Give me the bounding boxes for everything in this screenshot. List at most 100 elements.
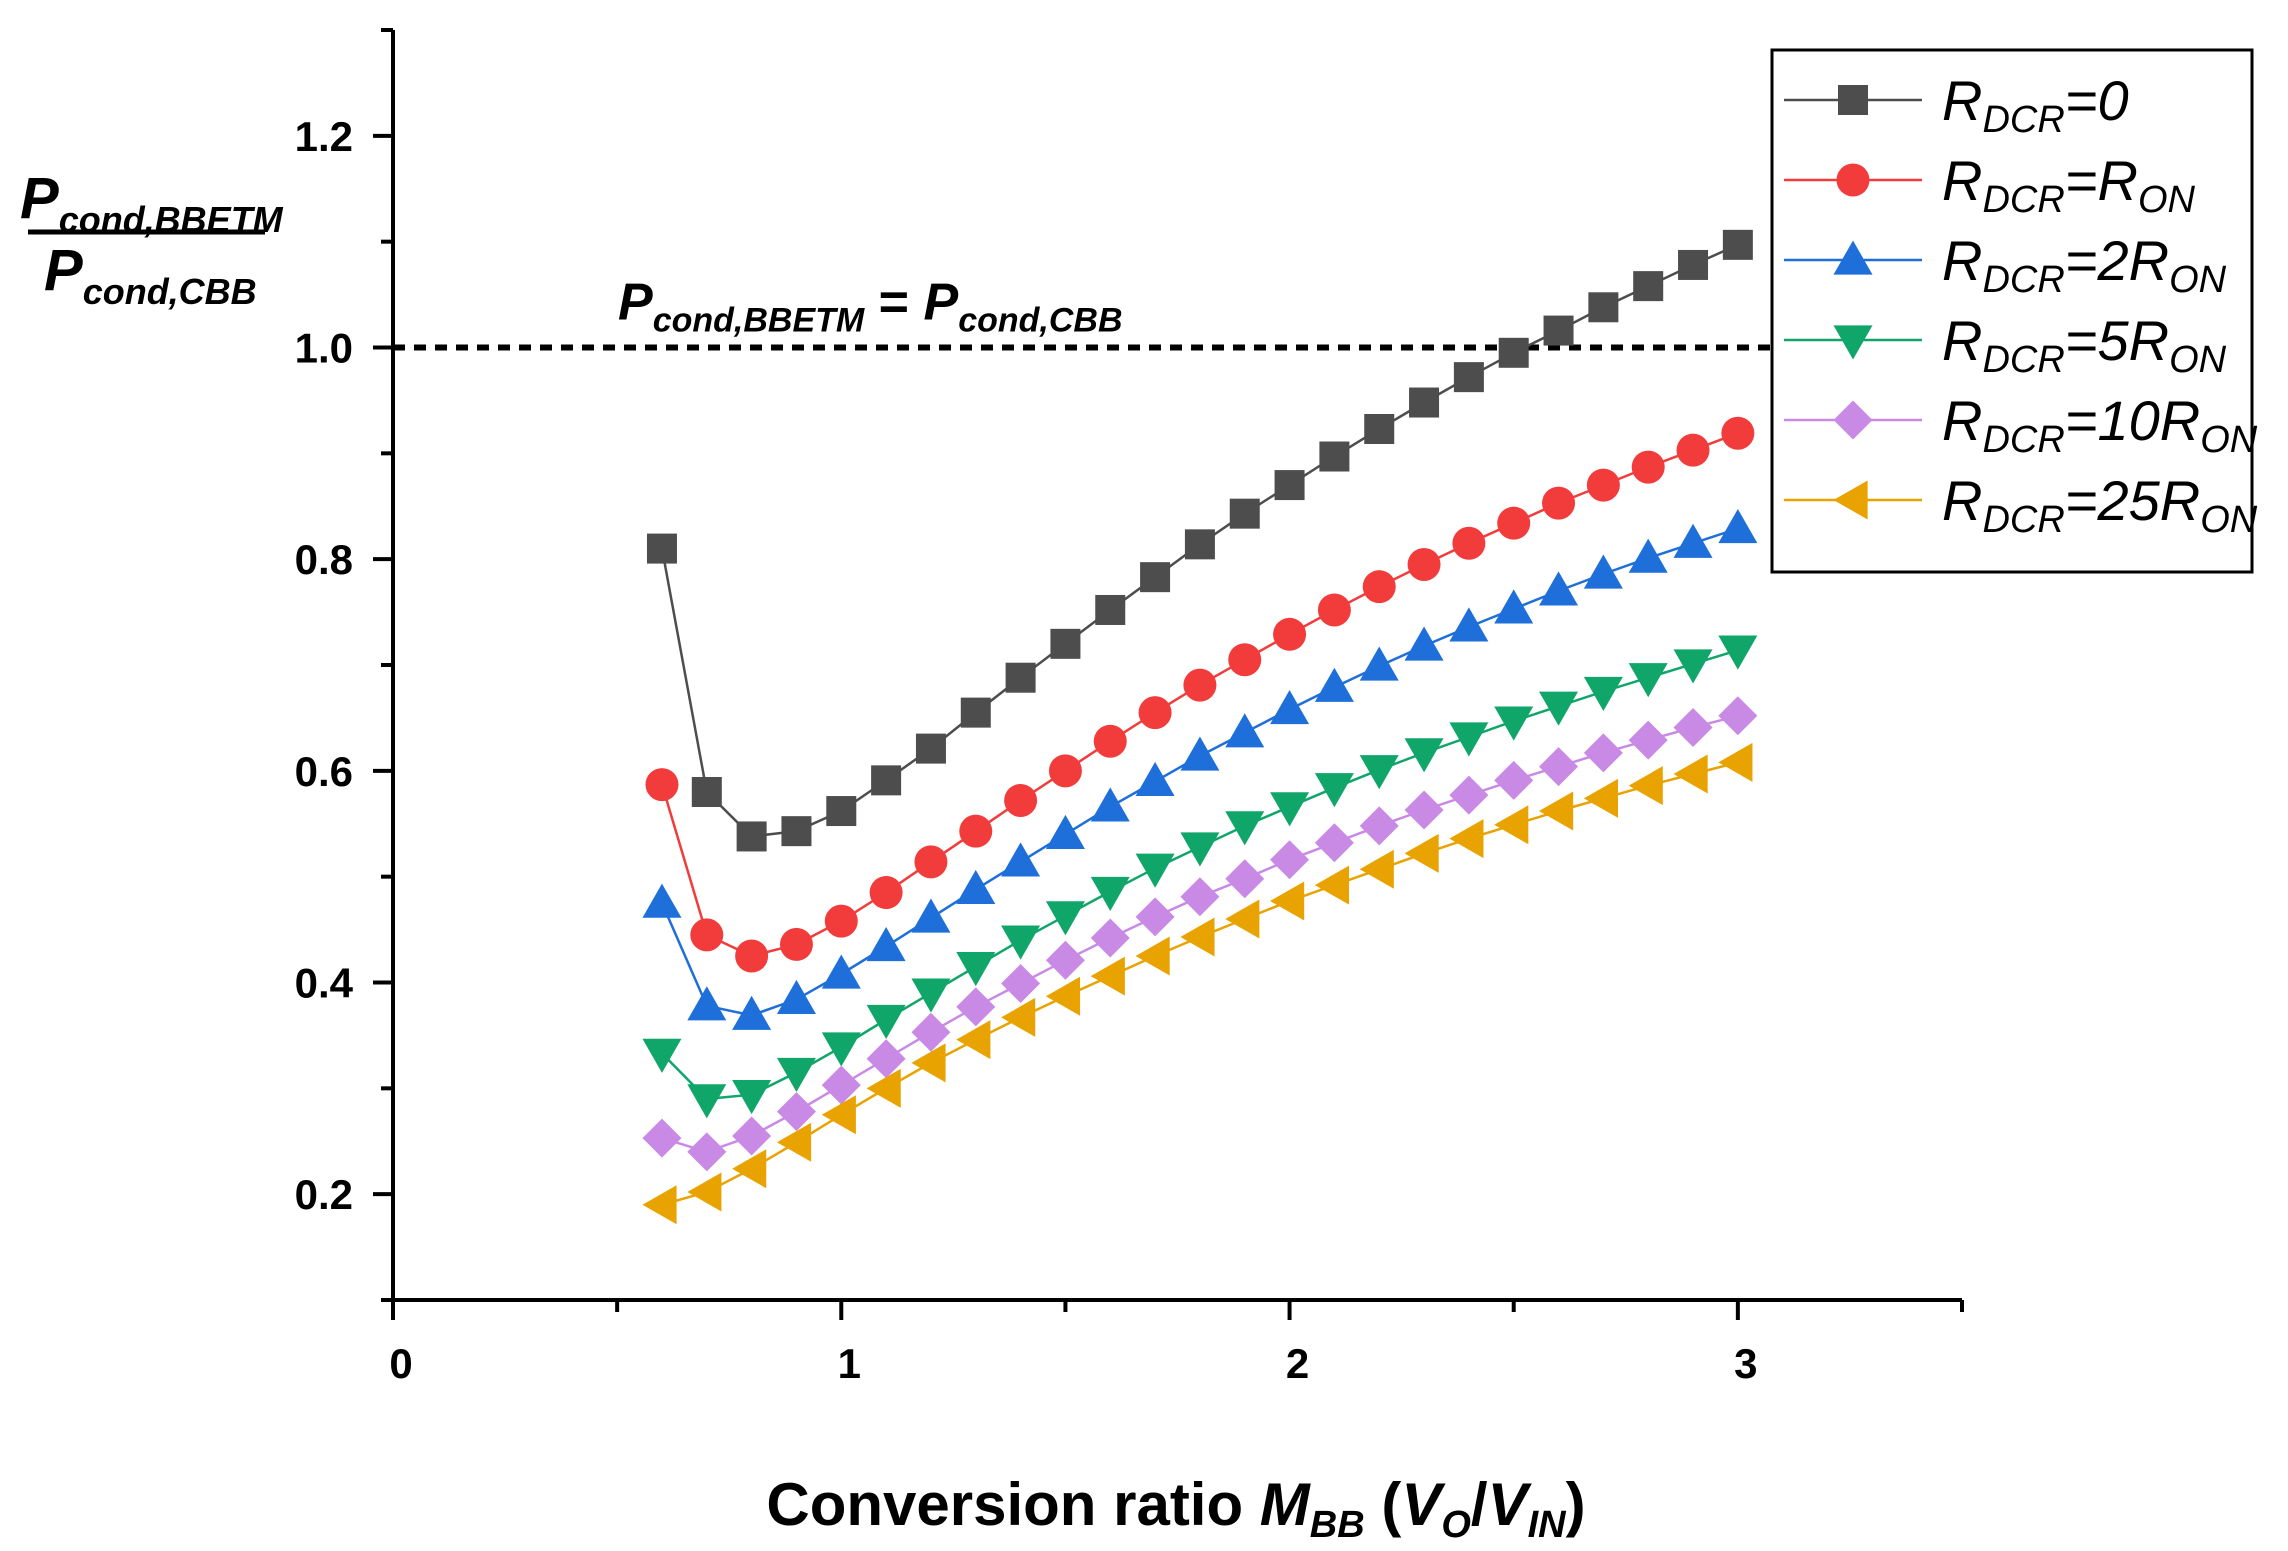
legend: RDCR=0 RDCR=RON RDCR=2RON RDCR=5RON RDCR=10R… [1770, 48, 2258, 574]
data-point [1404, 738, 1444, 773]
data-point [1001, 997, 1036, 1037]
y-tick-label: 1.0 [295, 325, 353, 372]
data-point [911, 1043, 946, 1083]
data-point [866, 1004, 906, 1040]
data-point [1631, 450, 1665, 484]
data-point [1314, 823, 1354, 863]
data-point [1676, 433, 1710, 467]
data-point [956, 987, 996, 1027]
data-point [1833, 480, 1868, 520]
x-axis-title: Conversion ratio MBB (VO/VIN) [766, 1471, 1585, 1546]
data-point [687, 1132, 727, 1172]
x-tick-label: 0 [389, 1340, 412, 1387]
data-point [1093, 724, 1127, 758]
data-point [1274, 470, 1305, 501]
data-point [1836, 163, 1870, 197]
data-point [1270, 840, 1310, 880]
data-point [1045, 976, 1081, 1016]
data-point [1319, 441, 1350, 472]
data-point [1628, 538, 1668, 573]
data-point [1449, 722, 1489, 757]
legend-item-3: RDCR=2RON [1784, 229, 2227, 301]
data-point [1498, 337, 1529, 368]
data-point [1583, 676, 1623, 711]
data-point [1001, 964, 1041, 1004]
data-point [1539, 571, 1579, 606]
data-point [1673, 707, 1713, 747]
data-point [826, 796, 857, 827]
data-point [1678, 249, 1709, 280]
y-tick-label: 0.4 [295, 960, 354, 1007]
data-point [1583, 554, 1623, 589]
series-line [661, 649, 1739, 1101]
data-point [1833, 400, 1873, 440]
data-point [1633, 271, 1664, 302]
data-point [732, 1149, 767, 1189]
data-point [1539, 747, 1579, 787]
data-point [866, 927, 906, 962]
data-point [1833, 325, 1873, 360]
data-point [869, 876, 903, 910]
data-point [821, 1032, 861, 1067]
data-point [1588, 292, 1619, 323]
data-point [821, 1065, 861, 1105]
data-point [821, 1095, 856, 1135]
data-point [1225, 811, 1265, 846]
data-point [1364, 413, 1395, 444]
data-point [1045, 814, 1085, 849]
data-point [1449, 607, 1489, 642]
data-point [1718, 508, 1758, 544]
data-point [1090, 787, 1130, 822]
legend-box [1770, 48, 2254, 574]
data-point [1225, 899, 1260, 939]
x-tick-label: 2 [1286, 1340, 1309, 1387]
data-point [1409, 387, 1440, 418]
data-point [1404, 790, 1444, 830]
data-point [1001, 925, 1041, 960]
data-point [1273, 617, 1307, 651]
data-point [1090, 918, 1130, 958]
series-1 [646, 229, 1753, 852]
data-point [1583, 778, 1618, 818]
data-point [736, 821, 767, 852]
data-point [687, 1172, 722, 1212]
data-point [1833, 240, 1873, 275]
data-point [914, 845, 948, 879]
legend-label: RDCR=10RON [1942, 389, 2258, 461]
data-point [1494, 760, 1534, 800]
data-point [1135, 897, 1175, 937]
data-point [1138, 696, 1172, 730]
data-point [911, 1012, 951, 1052]
data-point [1453, 362, 1484, 393]
series-2 [645, 416, 1755, 973]
series-3 [642, 508, 1758, 1030]
y-axis-label: Pcond,BBETM Pcond,CBB [20, 166, 284, 312]
data-point [687, 1084, 727, 1119]
legend-label: RDCR=0 [1942, 69, 2129, 141]
data-point [642, 1185, 677, 1225]
data-point [732, 995, 772, 1030]
data-point [1135, 853, 1175, 888]
data-point [646, 533, 677, 564]
data-point [1543, 315, 1574, 346]
data-point [1180, 736, 1220, 771]
data-point [1583, 733, 1623, 773]
data-point [1090, 876, 1130, 911]
data-point [642, 883, 682, 918]
legend-item-2: RDCR=RON [1784, 149, 2195, 221]
axes: 0.2 0.4 0.6 0.8 1.0 1.2 0 1 2 3 [295, 28, 1964, 1387]
data-point [871, 765, 902, 796]
data-point [1314, 865, 1350, 905]
data-point [1449, 819, 1484, 859]
y-label-numerator: Pcond,BBETM [20, 166, 284, 240]
data-point [1180, 832, 1220, 867]
data-point [776, 1057, 816, 1092]
data-point [1314, 667, 1354, 702]
data-point [1539, 691, 1579, 726]
data-point [1184, 529, 1215, 560]
data-point [1494, 589, 1534, 624]
data-point [732, 1116, 772, 1156]
legend-item-6: RDCR=25RON [1784, 469, 2258, 541]
y-tick-label: 0.8 [295, 536, 353, 583]
